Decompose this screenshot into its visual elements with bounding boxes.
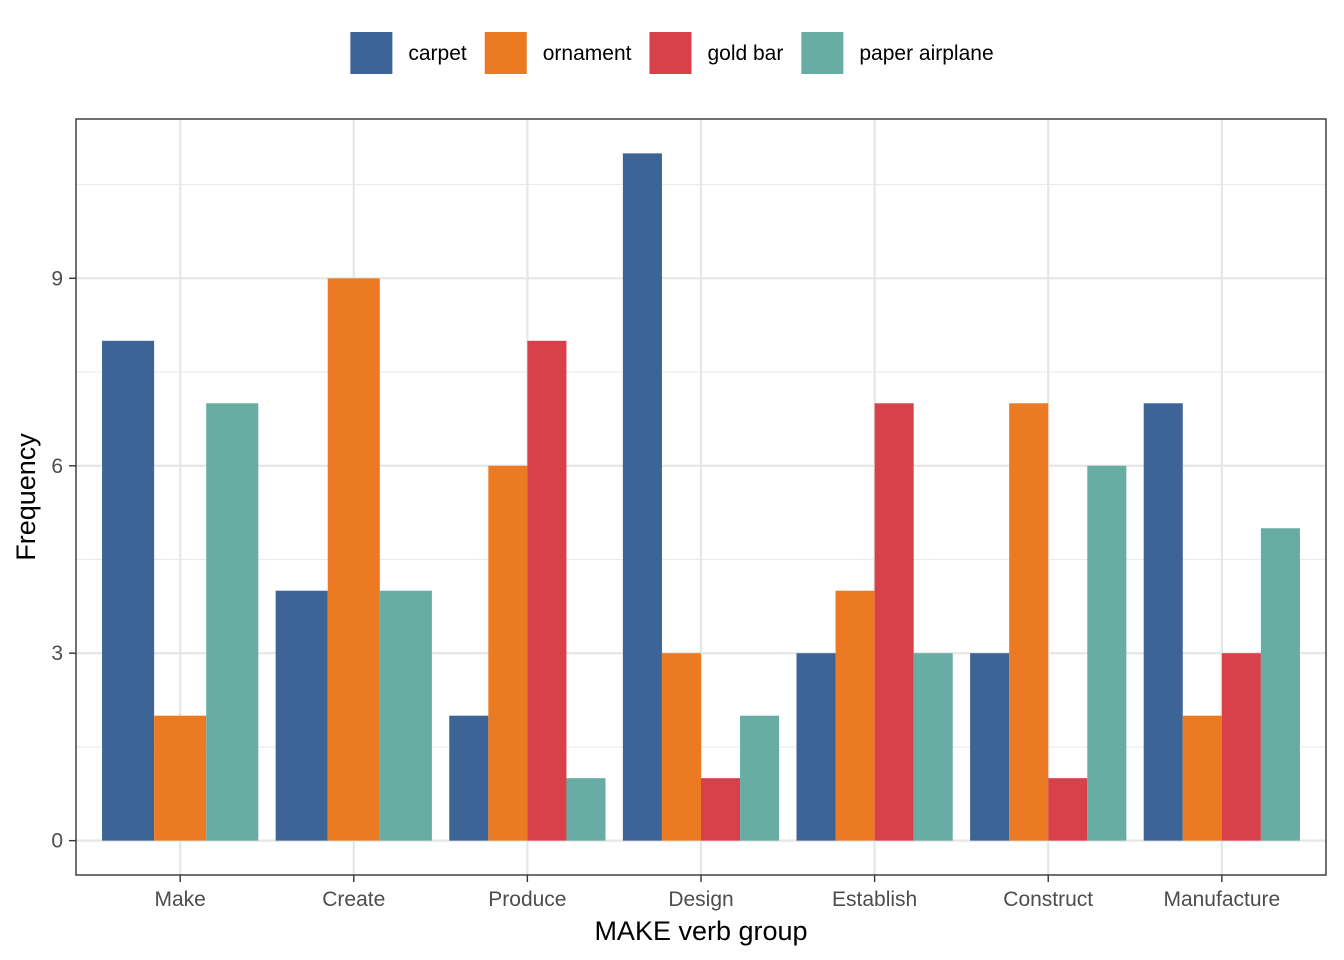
legend-key-carpet: [350, 32, 393, 74]
bar-establish-gold-bar: [874, 403, 914, 841]
legend-key-ornament: [484, 32, 527, 74]
legend-label-gold-bar: gold bar: [707, 42, 783, 65]
x-tick-label-construct: Construct: [1003, 888, 1093, 911]
legend: carpet ornament gold bar paper airplane: [350, 32, 994, 74]
bar-design-paper-airplane: [740, 715, 780, 841]
y-axis: 0 3 6 9: [51, 267, 76, 853]
bar-create-paper-airplane: [379, 590, 432, 841]
bar-produce-ornament: [488, 465, 528, 841]
bar-make-carpet: [102, 340, 155, 841]
legend-label-carpet: carpet: [408, 42, 467, 65]
x-axis: Make Create Produce Design Establish Construc…: [154, 875, 1280, 911]
bar-create-ornament: [327, 278, 380, 841]
bar-manufacture-ornament: [1182, 715, 1222, 841]
bar-manufacture-gold-bar: [1221, 653, 1261, 841]
x-tick-label-make: Make: [154, 888, 205, 911]
legend-key-gold-bar: [649, 32, 692, 74]
bars: [102, 153, 1300, 841]
x-tick-label-produce: Produce: [488, 888, 566, 911]
y-tick-label: 3: [51, 642, 63, 665]
y-axis-title: Frequency: [11, 433, 41, 561]
bar-establish-ornament: [835, 590, 875, 841]
bar-make-ornament: [154, 715, 207, 841]
bar-construct-paper-airplane: [1087, 465, 1127, 841]
bar-design-ornament: [661, 653, 701, 841]
bar-establish-paper-airplane: [913, 653, 953, 841]
bar-construct-gold-bar: [1048, 778, 1088, 841]
y-tick-label: 0: [51, 830, 63, 853]
x-tick-label-establish: Establish: [832, 888, 917, 911]
x-tick-label-manufacture: Manufacture: [1163, 888, 1280, 911]
bar-design-carpet: [622, 153, 662, 841]
bar-construct-ornament: [1009, 403, 1049, 841]
bar-manufacture-carpet: [1143, 403, 1183, 841]
x-tick-label-create: Create: [322, 888, 385, 911]
x-tick-label-design: Design: [668, 888, 733, 911]
legend-label-ornament: ornament: [543, 42, 632, 65]
legend-label-paper-airplane: paper airplane: [859, 42, 993, 65]
bar-design-gold-bar: [701, 778, 741, 841]
bar-make-paper-airplane: [206, 403, 259, 841]
bar-establish-carpet: [796, 653, 836, 841]
bar-produce-paper-airplane: [566, 778, 606, 841]
x-axis-title: MAKE verb group: [594, 916, 807, 946]
bar-create-carpet: [275, 590, 328, 841]
bar-produce-carpet: [449, 715, 489, 841]
y-tick-label: 9: [51, 267, 63, 290]
legend-key-paper-airplane: [801, 32, 844, 74]
bar-construct-carpet: [970, 653, 1010, 841]
y-tick-label: 6: [51, 455, 63, 478]
bar-produce-gold-bar: [527, 340, 567, 841]
plot-area: [75, 118, 1327, 876]
bar-manufacture-paper-airplane: [1260, 528, 1300, 841]
